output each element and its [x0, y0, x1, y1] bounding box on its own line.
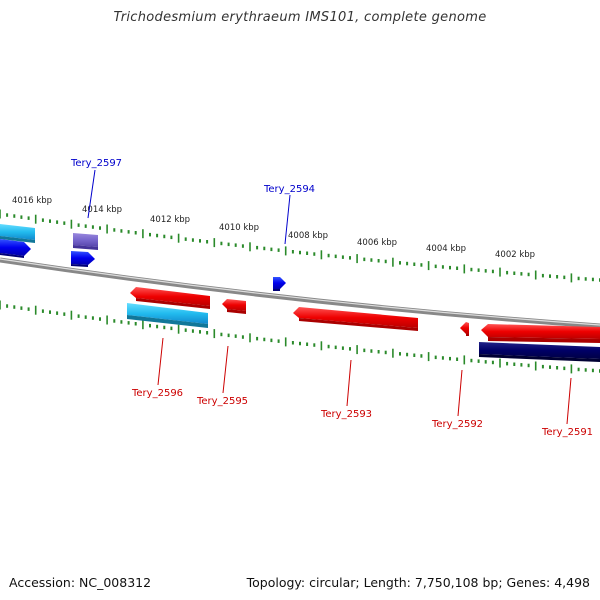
gene-label-tery-2592[interactable]: Tery_2592 [431, 419, 483, 430]
scale-label-4010: 4010 kbp [219, 223, 259, 233]
gene-arrow-forward-left[interactable] [0, 239, 31, 258]
gene-arrow-tery-2593[interactable] [293, 307, 418, 331]
gene-arrow-tery-2594[interactable] [273, 277, 286, 291]
scale-label-4008: 4008 kbp [288, 231, 328, 241]
genome-title: Trichodesmium erythraeum IMS101, complet… [113, 10, 487, 25]
cyan-feature-tery-2596[interactable] [127, 303, 208, 328]
lower-scale-ticks [0, 300, 600, 374]
scale-label-4002: 4002 kbp [495, 250, 535, 260]
gene-arrow-tery-2597[interactable] [71, 251, 95, 267]
scale-label-4014: 4014 kbp [82, 205, 122, 215]
leader-line-tery-2597 [87, 169, 96, 219]
gene-label-tery-2591[interactable]: Tery_2591 [541, 427, 593, 438]
leader-line-tery-2592 [457, 369, 463, 417]
gene-arrow-tery-2595[interactable] [222, 299, 246, 314]
scale-label-4004: 4004 kbp [426, 244, 466, 254]
scale-label-4012: 4012 kbp [150, 215, 190, 225]
genome-backbone-highlight [0, 258, 600, 326]
leader-line-tery-2591 [566, 377, 572, 425]
leader-line-tery-2596 [157, 337, 164, 386]
gene-label-tery-2593[interactable]: Tery_2593 [320, 409, 372, 420]
upper-scale-ticks [0, 209, 600, 283]
navy-feature-tery-2591[interactable] [479, 342, 600, 362]
gene-label-tery-2595[interactable]: Tery_2595 [196, 396, 248, 407]
scale-label-4006: 4006 kbp [357, 238, 397, 248]
purple-feature-tery-2597[interactable] [73, 233, 98, 250]
gene-label-tery-2594[interactable]: Tery_2594 [263, 184, 315, 195]
genome-summary-text: Topology: circular; Length: 7,750,108 bp… [246, 575, 590, 590]
leader-line-tery-2595 [222, 345, 229, 394]
accession-text: Accession: NC_008312 [9, 575, 152, 590]
leader-line-tery-2594 [284, 194, 291, 245]
gene-arrow-tery-2591[interactable] [481, 324, 600, 343]
gene-label-tery-2596[interactable]: Tery_2596 [131, 388, 183, 399]
cyan-feature-forward[interactable] [0, 224, 35, 243]
genome-backbone [0, 257, 600, 329]
gene-label-tery-2597[interactable]: Tery_2597 [70, 158, 122, 169]
scale-label-4016: 4016 kbp [12, 196, 52, 206]
gene-arrow-tery-2596[interactable] [130, 287, 210, 309]
gene-arrow-tery-2592[interactable] [460, 322, 469, 336]
leader-line-tery-2593 [346, 359, 352, 407]
